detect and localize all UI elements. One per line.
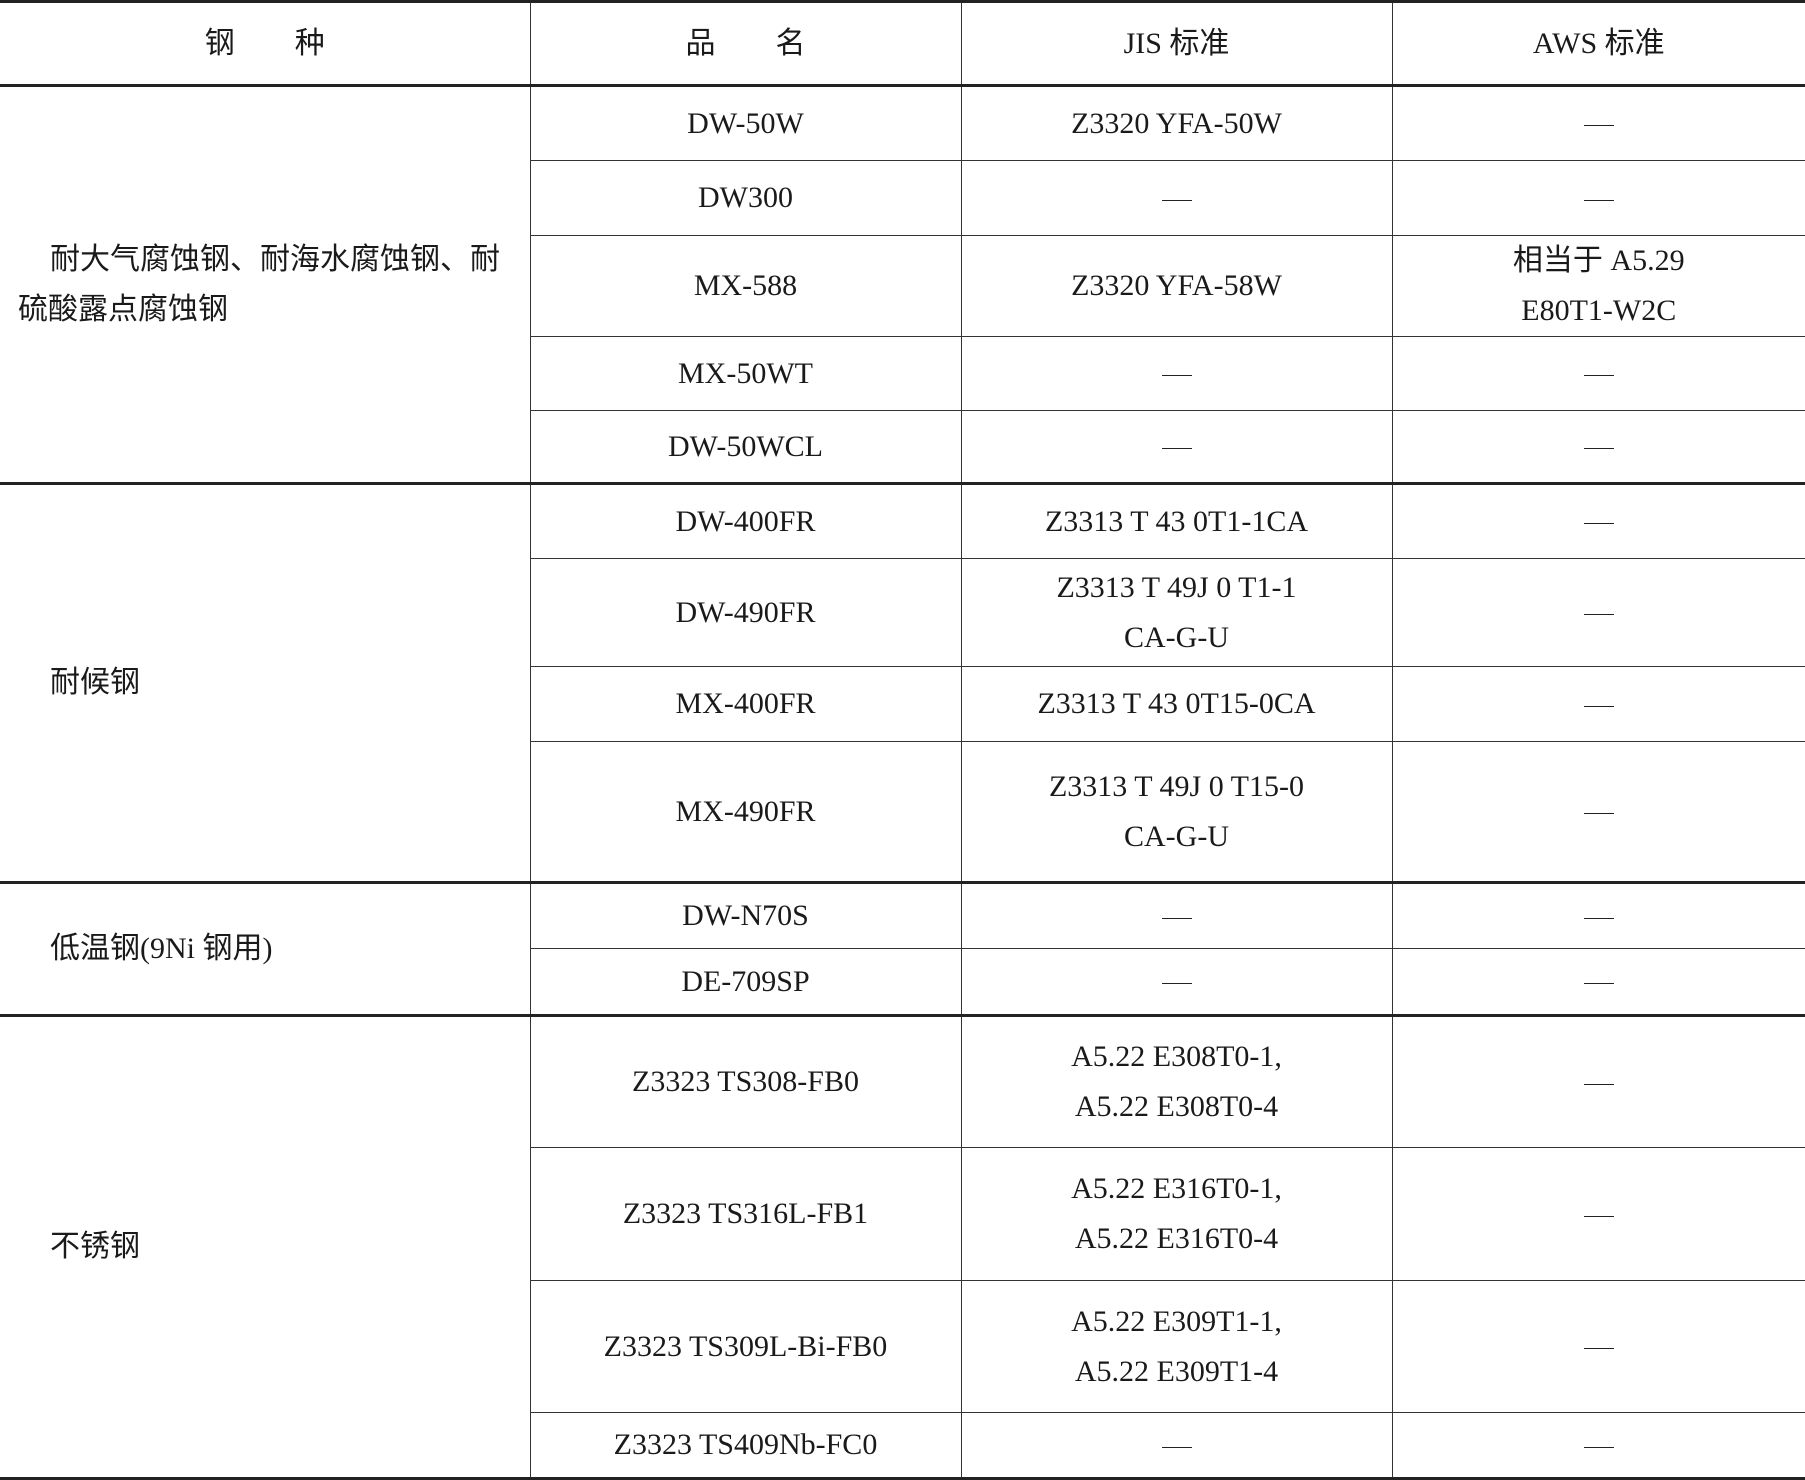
dash-mark [1583, 614, 1614, 616]
jis-standard-cell [960, 336, 1393, 411]
table-row: DW-50WCL [0, 410, 1805, 484]
aws-standard-cell [1391, 948, 1805, 1016]
product-name-cell: MX-490FR [530, 741, 962, 883]
table-row: 耐候钢 DW-400FR Z3313 T 43 0T1-1CA [0, 482, 1805, 883]
dash-mark [1583, 375, 1614, 377]
dash-mark [1161, 1446, 1192, 1448]
dash-mark [1583, 199, 1614, 201]
header-row: 钢 种 品 名 JIS 标准 AWS 标准 [0, 0, 1805, 87]
product-name-cell: Z3323 TS409Nb-FC0 [530, 1412, 962, 1480]
steel-type-cell: 不锈钢 [0, 1014, 531, 1480]
header-jis-standard: JIS 标准 [960, 0, 1393, 87]
dash-mark [1583, 1348, 1614, 1350]
dash-mark [1583, 1215, 1614, 1217]
steel-type-cell: 低温钢(9Ni 钢用) [0, 881, 531, 1016]
aws-standard-cell [1391, 1014, 1805, 1148]
table-row: DW-490FR Z3313 T 49J 0 T1-1 CA-G-U [0, 558, 1805, 667]
product-name-cell: DW-400FR [529, 482, 962, 559]
table-row: 不锈钢 Z3323 TS308-FB0 A5.22 E308T0-1, A5.22 E… [0, 1014, 1805, 1480]
aws-standard-cell [1391, 336, 1805, 411]
jis-standard-cell [960, 881, 1393, 949]
dash-mark [1583, 125, 1614, 127]
table-row: Z3323 TS409Nb-FC0 [0, 1412, 1805, 1480]
aws-standard-cell [1391, 160, 1805, 236]
product-name-cell: Z3323 TS308-FB0 [529, 1014, 962, 1148]
jis-standard-cell: A5.22 E309T1-1, A5.22 E309T1-4 [960, 1280, 1393, 1413]
jis-standard-cell: Z3313 T 43 0T15-0CA [960, 666, 1393, 742]
jis-standard-cell: Z3313 T 49J 0 T1-1 CA-G-U [960, 558, 1393, 667]
jis-standard-cell [960, 160, 1393, 236]
aws-standard-cell [1391, 410, 1805, 484]
jis-standard-cell [960, 1412, 1393, 1480]
aws-standard-cell [1391, 558, 1805, 667]
jis-standard-cell [960, 410, 1393, 484]
dash-mark [1583, 983, 1614, 985]
dash-mark [1583, 813, 1614, 815]
header-aws-standard: AWS 标准 [1391, 0, 1805, 87]
aws-standard-cell [1391, 85, 1805, 161]
product-name-cell: MX-400FR [530, 666, 962, 742]
jis-standard-cell: Z3313 T 49J 0 T15-0 CA-G-U [960, 741, 1393, 883]
dash-mark [1583, 448, 1614, 450]
table-row: MX-490FR Z3313 T 49J 0 T15-0 CA-G-U [0, 741, 1805, 883]
jis-standard-cell: Z3313 T 43 0T1-1CA [960, 482, 1393, 559]
steel-type-cell: 耐大气腐蚀钢、耐海水腐蚀钢、耐硫酸露点腐蚀钢 [0, 85, 531, 484]
aws-standard-cell: 相当于 A5.29 E80T1-W2C [1391, 235, 1805, 337]
product-name-cell: Z3323 TS309L-Bi-FB0 [530, 1280, 962, 1413]
table-row: Z3323 TS309L-Bi-FB0 A5.22 E309T1-1, A5.22 … [0, 1280, 1805, 1413]
dash-mark [1161, 983, 1192, 985]
product-name-cell: MX-588 [530, 235, 962, 337]
table-row: MX-50WT [0, 336, 1805, 411]
product-name-cell: DW-N70S [529, 881, 962, 949]
dash-mark [1161, 375, 1192, 377]
dash-mark [1161, 448, 1192, 450]
jis-standard-cell: A5.22 E308T0-1, A5.22 E308T0-4 [960, 1014, 1393, 1148]
table-row: 低温钢(9Ni 钢用) DW-N70S [0, 881, 1805, 1016]
jis-standard-cell [960, 948, 1393, 1016]
dash-mark [1583, 1446, 1614, 1448]
product-name-cell: DE-709SP [530, 948, 962, 1016]
aws-standard-cell [1391, 1412, 1805, 1480]
aws-standard-cell [1391, 666, 1805, 742]
dash-mark [1161, 199, 1192, 201]
product-name-cell: DW300 [530, 160, 962, 236]
aws-standard-cell [1391, 1280, 1805, 1413]
header-product-name: 品 名 [529, 0, 962, 87]
dash-mark [1583, 523, 1614, 525]
product-name-cell: DW-50W [529, 85, 962, 161]
table-row: Z3323 TS316L-FB1 A5.22 E316T0-1, A5.22 E31… [0, 1147, 1805, 1281]
aws-standard-cell [1391, 1147, 1805, 1281]
table-row: MX-588 Z3320 YFA-58W 相当于 A5.29 E80T1-W2C [0, 235, 1805, 337]
aws-standard-cell [1391, 482, 1805, 559]
dash-mark [1583, 1083, 1614, 1085]
aws-standard-cell [1391, 741, 1805, 883]
dash-mark [1583, 917, 1614, 919]
product-name-cell: DW-50WCL [530, 410, 962, 484]
jis-standard-cell: A5.22 E316T0-1, A5.22 E316T0-4 [960, 1147, 1393, 1281]
product-name-cell: MX-50WT [530, 336, 962, 411]
product-name-cell: DW-490FR [530, 558, 962, 667]
dash-mark [1583, 705, 1614, 707]
product-name-cell: Z3323 TS316L-FB1 [530, 1147, 962, 1281]
jis-standard-cell: Z3320 YFA-58W [960, 235, 1393, 337]
header-steel-type: 钢 种 [0, 0, 531, 87]
steel-type-cell: 耐候钢 [0, 482, 531, 883]
dash-mark [1161, 917, 1192, 919]
table-row: 耐大气腐蚀钢、耐海水腐蚀钢、耐硫酸露点腐蚀钢 DW-50W Z3320 YFA-50… [0, 85, 1805, 484]
aws-standard-cell [1391, 881, 1805, 949]
table-row: DW300 [0, 160, 1805, 236]
jis-standard-cell: Z3320 YFA-50W [960, 85, 1393, 161]
